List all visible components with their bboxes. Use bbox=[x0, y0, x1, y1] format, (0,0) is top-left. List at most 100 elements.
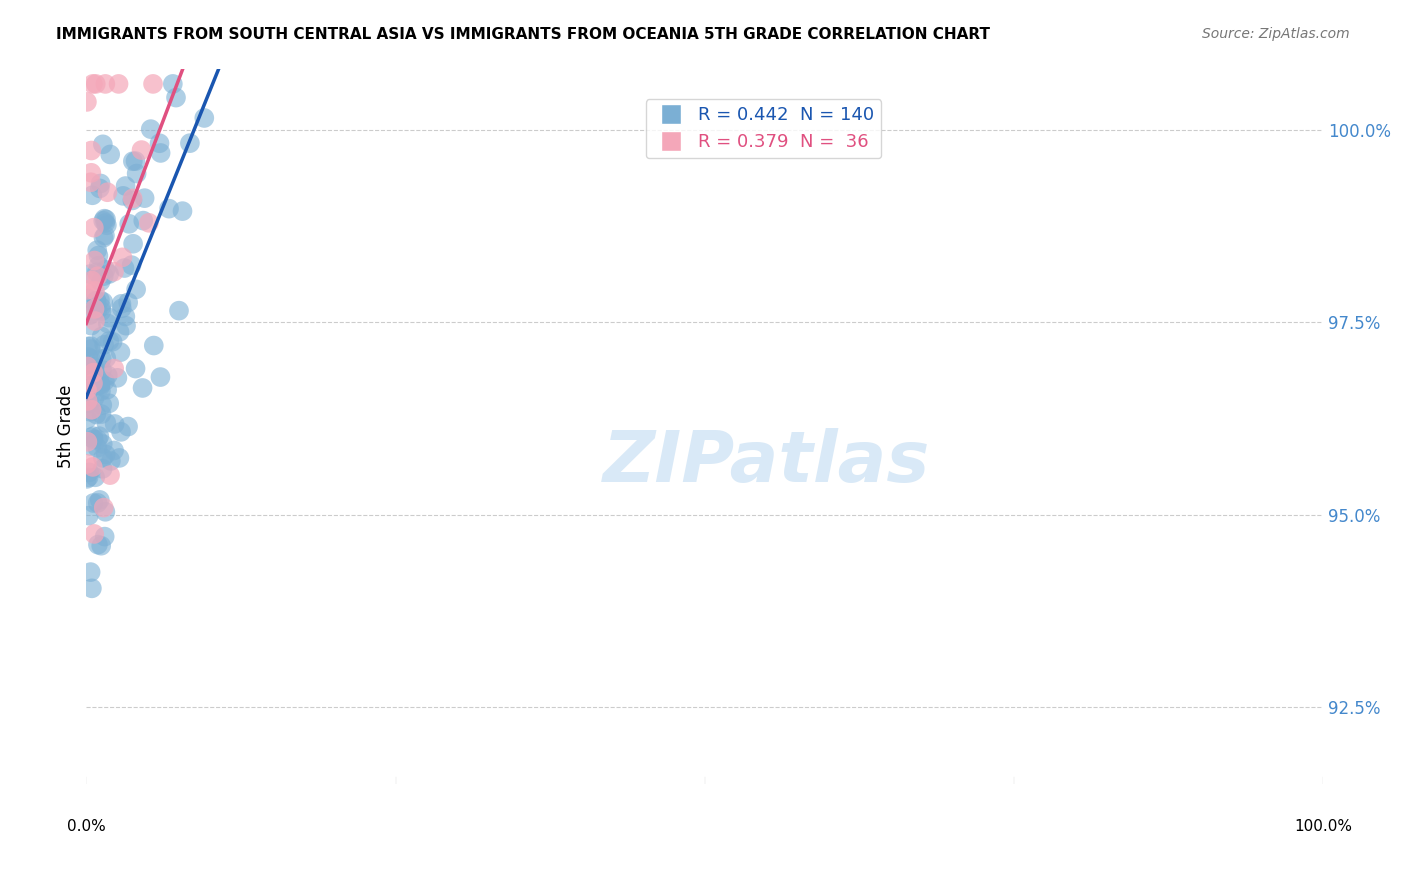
Point bbox=[93, 230, 115, 244]
Point bbox=[83, 253, 105, 268]
Point bbox=[76, 457, 98, 471]
Point bbox=[86, 376, 108, 390]
Point bbox=[96, 351, 118, 365]
Point bbox=[93, 530, 115, 544]
Text: Source: ZipAtlas.com: Source: ZipAtlas.com bbox=[1202, 27, 1350, 41]
Point bbox=[89, 492, 111, 507]
Point bbox=[149, 370, 172, 384]
Point bbox=[125, 282, 148, 296]
Point bbox=[142, 77, 165, 91]
Point bbox=[94, 263, 117, 277]
Point bbox=[98, 267, 121, 281]
Point bbox=[98, 147, 121, 161]
Point bbox=[84, 314, 107, 328]
Point bbox=[94, 447, 117, 461]
Point bbox=[124, 154, 146, 169]
Point bbox=[90, 407, 112, 421]
Point bbox=[100, 454, 122, 468]
Point bbox=[83, 220, 105, 235]
Point bbox=[134, 191, 156, 205]
Point bbox=[96, 186, 118, 200]
Point bbox=[84, 301, 107, 315]
Point bbox=[90, 300, 112, 314]
Point bbox=[117, 295, 139, 310]
Point bbox=[91, 398, 114, 412]
Point bbox=[139, 122, 162, 136]
Point bbox=[167, 303, 190, 318]
Point bbox=[97, 368, 120, 383]
Point bbox=[108, 450, 131, 465]
Point bbox=[80, 430, 103, 444]
Point bbox=[98, 310, 121, 325]
Point bbox=[86, 269, 108, 284]
Text: ZIPatlas: ZIPatlas bbox=[603, 427, 931, 497]
Point bbox=[114, 260, 136, 275]
Point bbox=[114, 179, 136, 194]
Point bbox=[90, 275, 112, 289]
Point bbox=[84, 284, 107, 298]
Point bbox=[91, 137, 114, 152]
Point bbox=[83, 378, 105, 392]
Point bbox=[76, 359, 98, 374]
Point bbox=[76, 393, 98, 408]
Point bbox=[142, 338, 165, 352]
Point bbox=[110, 297, 132, 311]
Point bbox=[84, 77, 107, 91]
Point bbox=[131, 143, 153, 157]
Point bbox=[83, 433, 105, 447]
Point bbox=[79, 466, 101, 480]
Point bbox=[80, 582, 103, 596]
Point bbox=[82, 459, 104, 474]
Point bbox=[96, 416, 118, 430]
Point bbox=[83, 301, 105, 316]
Point bbox=[79, 565, 101, 579]
Point bbox=[122, 236, 145, 251]
Point bbox=[89, 379, 111, 393]
Point bbox=[76, 383, 98, 397]
Point bbox=[108, 325, 131, 339]
Point bbox=[165, 90, 187, 104]
Point bbox=[98, 334, 121, 348]
Point bbox=[87, 433, 110, 447]
Point bbox=[93, 211, 115, 226]
Point bbox=[91, 462, 114, 476]
Point bbox=[107, 77, 129, 91]
Point bbox=[104, 417, 127, 431]
Point bbox=[193, 111, 215, 125]
Point bbox=[82, 429, 104, 443]
Text: 100.0%: 100.0% bbox=[1294, 819, 1353, 834]
Point bbox=[132, 213, 155, 227]
Point bbox=[97, 317, 120, 331]
Point bbox=[131, 381, 153, 395]
Point bbox=[89, 181, 111, 195]
Point bbox=[79, 267, 101, 281]
Point bbox=[82, 366, 104, 380]
Point bbox=[90, 177, 112, 191]
Point bbox=[91, 437, 114, 451]
Y-axis label: 5th Grade: 5th Grade bbox=[58, 384, 75, 468]
Point bbox=[162, 77, 184, 91]
Point bbox=[96, 218, 118, 232]
Point bbox=[93, 269, 115, 284]
Text: IMMIGRANTS FROM SOUTH CENTRAL ASIA VS IMMIGRANTS FROM OCEANIA 5TH GRADE CORRELAT: IMMIGRANTS FROM SOUTH CENTRAL ASIA VS IM… bbox=[56, 27, 990, 42]
Point bbox=[149, 145, 172, 160]
Point bbox=[86, 265, 108, 279]
Point bbox=[77, 339, 100, 353]
Point bbox=[172, 204, 194, 219]
Text: 0.0%: 0.0% bbox=[67, 819, 105, 834]
Point bbox=[90, 384, 112, 399]
Point bbox=[103, 265, 125, 279]
Point bbox=[112, 189, 135, 203]
Point bbox=[80, 166, 103, 180]
Point bbox=[76, 360, 98, 375]
Point bbox=[138, 216, 160, 230]
Point bbox=[94, 212, 117, 227]
Point bbox=[77, 291, 100, 305]
Point bbox=[94, 228, 117, 243]
Point bbox=[83, 301, 105, 316]
Point bbox=[117, 419, 139, 434]
Point bbox=[83, 391, 105, 405]
Point bbox=[84, 408, 107, 422]
Point bbox=[84, 293, 107, 308]
Legend: R = 0.442  N = 140, R = 0.379  N =  36: R = 0.442 N = 140, R = 0.379 N = 36 bbox=[645, 99, 882, 159]
